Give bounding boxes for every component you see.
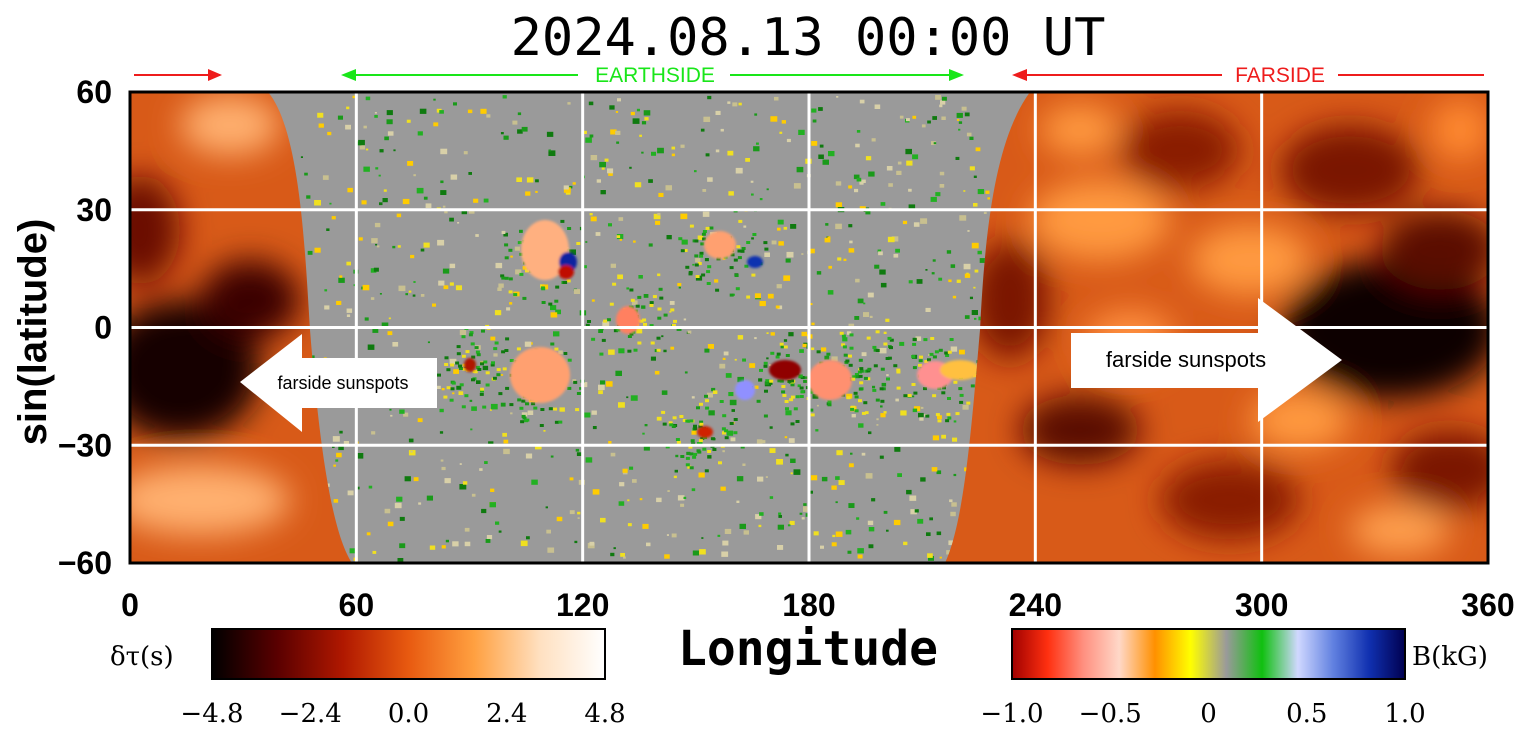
- x-tick-label-120: 120: [556, 587, 609, 623]
- farside-blobs: [130, 95, 1488, 555]
- colorbar-tick-label: 0.0: [388, 699, 429, 729]
- annotation-farside-sunspots-right: farside sunspots: [1071, 298, 1342, 422]
- colorbar-tick-label: 2.4: [486, 699, 527, 729]
- x-tick-label-180: 180: [782, 587, 835, 623]
- x-axis-ticks: 0 60 120 180 240 300 360: [121, 587, 1515, 623]
- annotation-arrow-left: [240, 334, 437, 432]
- y-axis-label: sin(latitude): [11, 219, 55, 446]
- colorbar-tick-label: −4.8: [180, 699, 243, 729]
- earthside-arrowhead-left: [341, 69, 356, 81]
- farside-arrowhead-b: [1012, 69, 1027, 81]
- earthside-arrowhead-right: [949, 69, 964, 81]
- heatmap-plot: [130, 92, 1488, 563]
- colorbar-tick-label: −2.4: [279, 699, 342, 729]
- x-tick-label-0: 0: [121, 587, 139, 623]
- colorbar-tick-label: −0.5: [1079, 699, 1142, 729]
- annotation-arrow-right: [1071, 298, 1342, 422]
- y-tick-label--60: −60: [58, 545, 112, 581]
- colorbar-magnetic-field-label: B(kG): [1412, 642, 1488, 672]
- annotation-label-right: farside sunspots: [1106, 347, 1266, 372]
- colorbar-magnetic-field-ticks: −1.0 −0.5 0 0.5 1.0: [980, 699, 1425, 729]
- farside-arrowhead-a: [208, 69, 222, 81]
- hemisphere-indicators: EARTHSIDE FARSIDE: [134, 64, 1484, 87]
- chart-title: 2024.08.13 00:00 UT: [511, 8, 1106, 68]
- colorbar-tick-label: 0: [1200, 699, 1217, 729]
- colorbar-travel-time-scale: [211, 628, 606, 680]
- colorbar-travel-time-ticks: −4.8 −2.4 0.0 2.4 4.8: [180, 699, 625, 729]
- y-tick-label-60: 60: [76, 74, 112, 110]
- x-tick-label-240: 240: [1009, 587, 1062, 623]
- colorbar-travel-time: δτ(s) −4.8 −2.4 0.0 2.4 4.8: [110, 628, 626, 729]
- y-tick-label-0: 0: [94, 310, 112, 346]
- annotation-label-left: farside sunspots: [277, 373, 408, 393]
- plot-frame: [128, 90, 1490, 565]
- x-axis-label: Longitude: [678, 621, 938, 677]
- farside-label: FARSIDE: [1235, 64, 1325, 87]
- colorbar-tick-label: 1.0: [1384, 699, 1425, 729]
- y-tick-label--30: −30: [58, 427, 112, 463]
- colorbar-magnetic-field: B(kG) −1.0 −0.5 0 0.5 1.0: [980, 628, 1488, 729]
- colorbar-tick-label: −1.0: [980, 699, 1043, 729]
- colorbar-tick-label: 0.5: [1286, 699, 1327, 729]
- active-regions: [464, 220, 980, 438]
- colorbar-travel-time-label: δτ(s): [110, 642, 174, 672]
- x-tick-label-60: 60: [339, 587, 375, 623]
- earthside-label: EARTHSIDE: [595, 64, 715, 87]
- annotation-farside-sunspots-left: farside sunspots: [240, 334, 437, 432]
- colorbar-tick-label: 4.8: [584, 699, 625, 729]
- colorbar-magnetic-field-scale: [1011, 628, 1406, 680]
- x-tick-label-360: 360: [1461, 587, 1514, 623]
- y-tick-label-30: 30: [76, 192, 112, 228]
- y-axis-ticks: −60 −30 0 30 60: [58, 74, 112, 581]
- x-tick-label-300: 300: [1235, 587, 1288, 623]
